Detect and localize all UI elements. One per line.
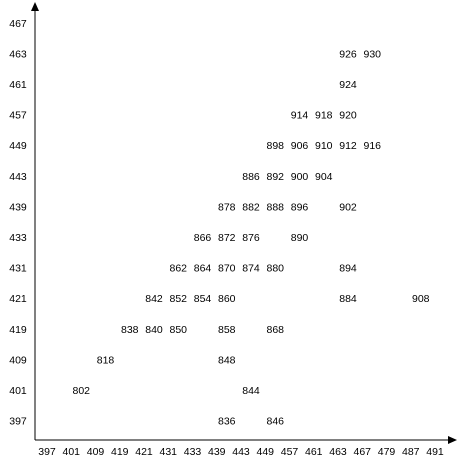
grid-cell-value: 848	[218, 354, 236, 366]
grid-cell-value: 900	[291, 171, 309, 183]
grid-cell-value: 850	[169, 324, 187, 336]
grid-cell-value: 878	[218, 201, 236, 213]
grid-cell-value: 930	[363, 48, 381, 60]
x-axis-label: 397	[38, 446, 56, 458]
grid-cell-value: 844	[242, 385, 260, 397]
y-axis-label: 433	[9, 232, 27, 244]
y-axis-label: 431	[9, 263, 27, 275]
grid-cell-value: 894	[339, 263, 357, 275]
grid-cell-value: 898	[266, 140, 284, 152]
grid-cell-value: 892	[266, 171, 284, 183]
y-axis-label: 457	[9, 110, 27, 122]
grid-cell-value: 874	[242, 263, 260, 275]
grid-cell-value: 920	[339, 110, 357, 122]
grid-cell-value: 904	[315, 171, 333, 183]
x-axis-arrowhead	[448, 436, 457, 444]
x-axis-label: 463	[329, 446, 347, 458]
grid-cell-value: 802	[72, 385, 90, 397]
y-axis-labels: 467 463 461 457 449 443 439 433 431 421 419 409 401 3…	[9, 18, 27, 428]
grid-cell-value: 866	[194, 232, 212, 244]
y-axis-label: 463	[9, 48, 27, 60]
grid-cell-value: 908	[412, 293, 430, 305]
grid-cell-value: 836	[218, 416, 236, 428]
y-axis-label: 397	[9, 416, 27, 428]
x-axis-label: 409	[87, 446, 105, 458]
x-axis-label: 421	[135, 446, 153, 458]
grid-cell-value: 910	[315, 140, 333, 152]
x-axis-label: 467	[353, 446, 371, 458]
x-axis-label: 491	[426, 446, 444, 458]
x-axis-label: 487	[402, 446, 420, 458]
grid-cell-value: 890	[291, 232, 309, 244]
x-axis-label: 431	[159, 446, 177, 458]
grid-cell-value: 906	[291, 140, 309, 152]
grid-cell-value: 842	[145, 293, 163, 305]
grid-cell-value: 880	[266, 263, 284, 275]
y-axis-label: 449	[9, 140, 27, 152]
y-axis-label: 461	[9, 79, 27, 91]
grid-cell-value: 864	[194, 263, 212, 275]
y-axis-label: 409	[9, 354, 27, 366]
grid-cell-value: 862	[169, 263, 187, 275]
grid-cell-value: 870	[218, 263, 236, 275]
grid-cell-value: 852	[169, 293, 187, 305]
grid-cell-value: 858	[218, 324, 236, 336]
grid-cell-value: 846	[266, 416, 284, 428]
grid-cell-value: 872	[218, 232, 236, 244]
grid-cell-value: 916	[363, 140, 381, 152]
y-axis-label: 401	[9, 385, 27, 397]
x-axis-labels: 397 401 409 419 421 431 433 439 443 449 457 461 463 4…	[38, 446, 444, 458]
y-axis-arrowhead	[31, 2, 39, 11]
x-axis-label: 439	[208, 446, 226, 458]
grid-cell-value: 926	[339, 48, 357, 60]
x-axis-label: 479	[378, 446, 396, 458]
grid-cells: 926 930 924 914 918 920 898 906 910 912 916 886 892 9…	[72, 48, 429, 427]
y-axis-label: 419	[9, 324, 27, 336]
grid-cell-value: 902	[339, 201, 357, 213]
grid-cell-value: 912	[339, 140, 357, 152]
y-axis-label: 443	[9, 171, 27, 183]
grid-cell-value: 818	[97, 354, 115, 366]
grid-cell-value: 884	[339, 293, 357, 305]
grid-cell-value: 888	[266, 201, 284, 213]
y-axis-label: 467	[9, 18, 27, 30]
x-axis-label: 433	[184, 446, 202, 458]
x-axis-label: 449	[256, 446, 274, 458]
x-axis-label: 461	[305, 446, 323, 458]
y-axis-label: 421	[9, 293, 27, 305]
grid-cell-value: 838	[121, 324, 139, 336]
grid-cell-value: 854	[194, 293, 212, 305]
grid-cell-value: 860	[218, 293, 236, 305]
grid-cell-value: 886	[242, 171, 260, 183]
grid-cell-value: 882	[242, 201, 260, 213]
grid-cell-value: 924	[339, 79, 357, 91]
grid-cell-value: 914	[291, 110, 309, 122]
grid-cell-value: 868	[266, 324, 284, 336]
y-axis-label: 439	[9, 201, 27, 213]
grid-cell-value: 876	[242, 232, 260, 244]
grid-cell-value: 918	[315, 110, 333, 122]
x-axis-label: 457	[281, 446, 299, 458]
x-axis-label: 443	[232, 446, 250, 458]
grid-cell-value: 840	[145, 324, 163, 336]
x-axis-label: 419	[111, 446, 129, 458]
grid-cell-value: 896	[291, 201, 309, 213]
x-axis-label: 401	[62, 446, 80, 458]
